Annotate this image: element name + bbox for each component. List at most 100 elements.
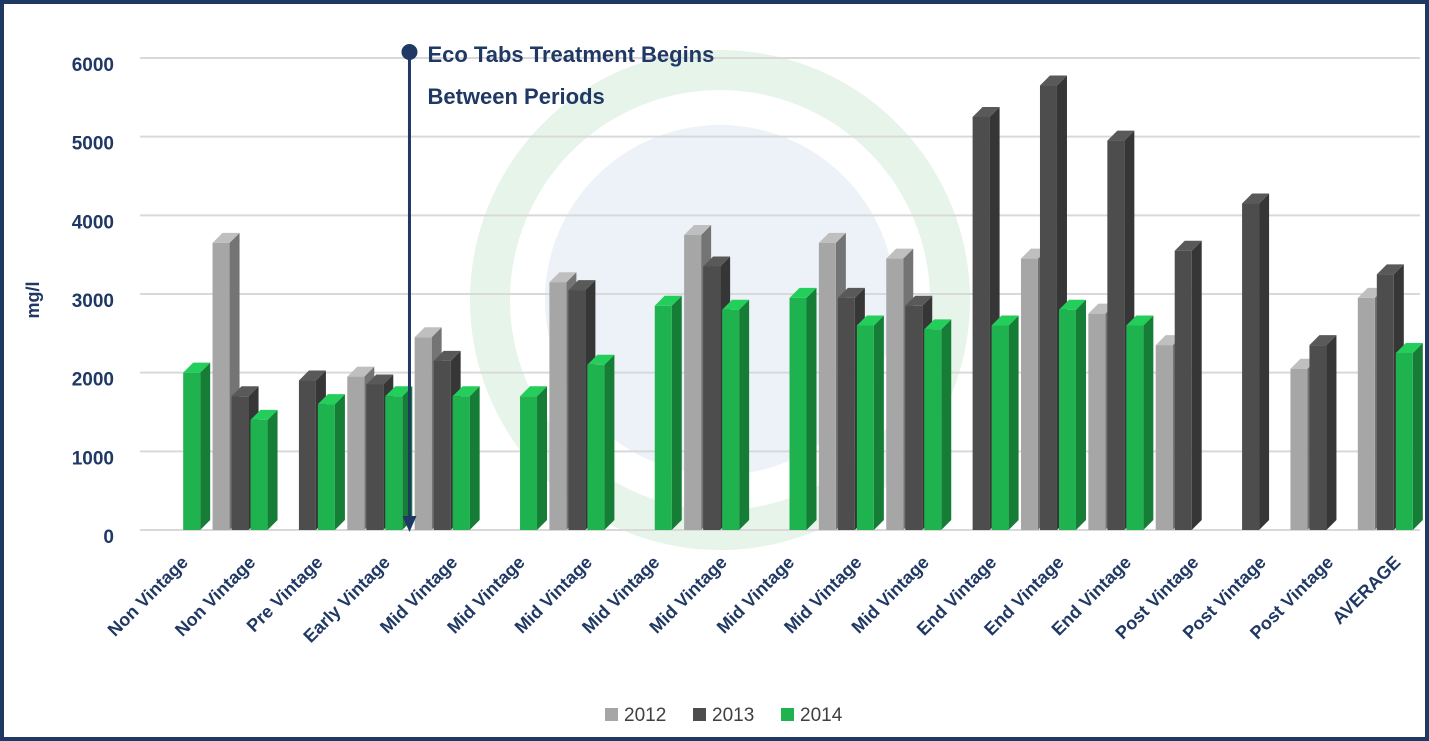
y-tick-label: 1000	[72, 448, 114, 469]
y-tick-label: 0	[103, 527, 114, 548]
y-tick-label: 2000	[72, 370, 114, 391]
bar	[789, 297, 807, 530]
bar	[1058, 309, 1076, 530]
bar-side	[267, 409, 278, 530]
bar-top	[1039, 75, 1067, 86]
bar-side	[806, 287, 817, 530]
bar-top	[568, 280, 596, 291]
bar	[1357, 297, 1375, 530]
bar-top	[212, 232, 240, 243]
bar-top	[1107, 130, 1135, 141]
bar-top	[1395, 343, 1423, 353]
bar-side	[1075, 299, 1086, 530]
bar	[433, 360, 451, 530]
bar	[1242, 203, 1260, 531]
bar-top	[183, 362, 211, 373]
annotation: Between Periods	[427, 84, 604, 109]
bar-top	[703, 256, 731, 267]
bar-side	[1259, 193, 1270, 531]
bar	[414, 337, 432, 530]
bar-top	[905, 295, 933, 306]
bar	[818, 242, 836, 530]
bar	[183, 372, 201, 530]
bar	[684, 235, 702, 530]
bar-top	[452, 386, 480, 397]
bar-top	[587, 354, 615, 365]
bar	[654, 305, 672, 530]
bar-top	[856, 315, 884, 326]
bar	[924, 329, 942, 530]
bar	[568, 290, 586, 530]
annotation-arrowhead	[402, 516, 417, 532]
bar	[520, 396, 538, 530]
bar-top	[924, 319, 952, 330]
bar	[231, 396, 249, 530]
bar-top	[972, 107, 1000, 117]
bar-top	[886, 248, 914, 259]
bar-side	[200, 362, 211, 530]
bar-top	[520, 386, 548, 397]
legend-swatch	[605, 708, 618, 721]
bar-top	[250, 409, 278, 420]
bar	[856, 325, 874, 530]
bar-top	[684, 225, 712, 235]
bar-side	[873, 315, 884, 530]
bar	[1088, 313, 1106, 530]
bar	[366, 384, 384, 530]
legend-swatch	[781, 708, 794, 721]
bar-side	[1008, 315, 1019, 530]
bar	[298, 380, 316, 530]
bar-top	[385, 386, 413, 397]
bar	[1376, 274, 1394, 530]
y-tick-label: 3000	[72, 291, 114, 312]
bar	[549, 282, 567, 530]
bar	[1020, 258, 1038, 530]
bar-top	[1376, 264, 1404, 275]
annotation-dot	[401, 44, 418, 60]
bar	[1174, 250, 1192, 530]
annotation: Eco Tabs Treatment Begins	[427, 42, 714, 67]
bar-top	[1174, 240, 1202, 251]
bar-top	[1058, 299, 1086, 310]
bar	[722, 309, 740, 530]
y-tick-label: 4000	[72, 212, 114, 233]
bar	[250, 419, 268, 530]
bar-side	[334, 394, 345, 530]
bar	[991, 325, 1009, 530]
bar	[347, 376, 365, 530]
bar	[1155, 345, 1173, 530]
bar-top	[231, 386, 259, 397]
bar	[452, 396, 470, 530]
bar	[1290, 368, 1308, 530]
bar	[1107, 140, 1125, 530]
bar-top	[317, 394, 345, 405]
bar-side	[1191, 240, 1202, 530]
bar-top	[818, 232, 846, 243]
bar-top	[347, 366, 375, 377]
y-axis-label: mg/l	[23, 281, 43, 318]
bar-top	[1242, 193, 1270, 204]
legend-label: 2012	[624, 705, 666, 726]
bar-top	[1126, 315, 1154, 326]
bar-top	[549, 272, 577, 283]
bar-top	[991, 315, 1019, 326]
bar	[837, 297, 855, 530]
bar-top	[1309, 335, 1337, 346]
bar-side	[469, 386, 480, 530]
legend-label: 2014	[800, 705, 843, 726]
bar-top	[414, 327, 442, 338]
bar-top	[366, 374, 394, 385]
bar-top	[298, 370, 326, 381]
bar-top	[837, 287, 865, 298]
bar-side	[537, 386, 548, 530]
bar	[212, 242, 230, 530]
bar-side	[1412, 343, 1423, 530]
bar	[886, 258, 904, 530]
bar-top	[654, 295, 682, 306]
y-tick-label: 6000	[72, 55, 114, 76]
bar-side	[604, 354, 615, 530]
bar-side	[1326, 335, 1337, 530]
bar	[972, 117, 990, 530]
bar	[1126, 325, 1144, 530]
